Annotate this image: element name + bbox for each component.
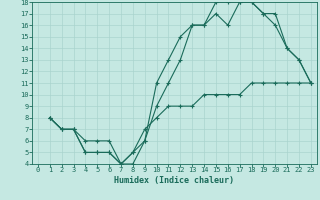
X-axis label: Humidex (Indice chaleur): Humidex (Indice chaleur) <box>115 176 234 185</box>
